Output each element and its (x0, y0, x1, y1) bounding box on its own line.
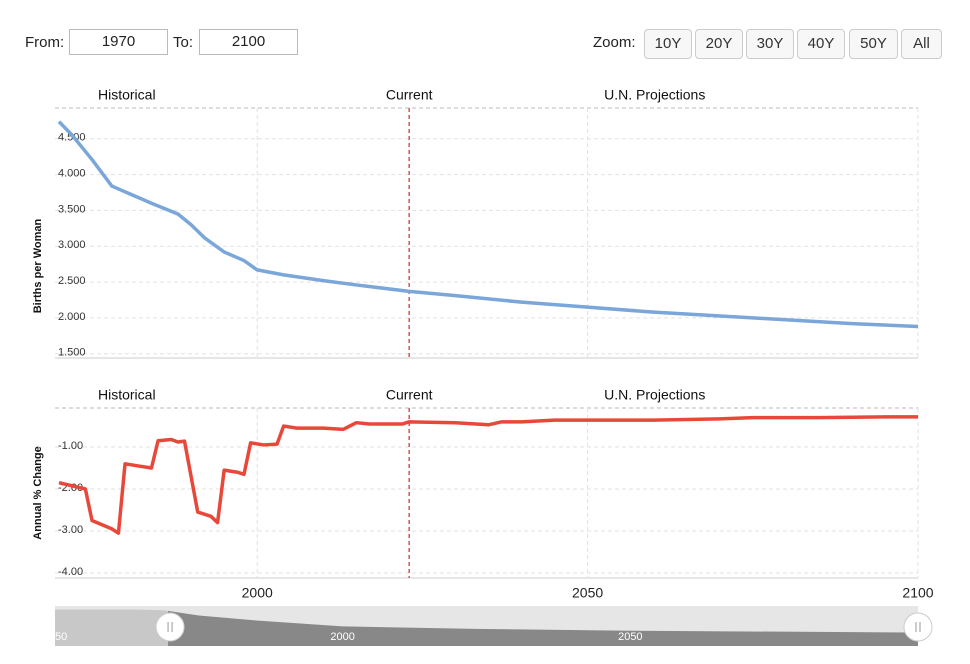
x-tick-label: 2050 (572, 585, 603, 601)
annotation: U.N. Projections (604, 387, 705, 403)
navigator-label: 2000 (330, 631, 354, 643)
annotation: Current (386, 87, 433, 103)
zoom-button[interactable]: 10Y (644, 29, 692, 59)
from-input[interactable]: 1970 (69, 29, 168, 55)
annotation: U.N. Projections (604, 87, 705, 103)
y-tick-label: -1.00 (58, 440, 83, 452)
y-tick-label: 4.000 (58, 168, 86, 180)
zoom-button[interactable]: 30Y (746, 29, 794, 59)
zoom-button[interactable]: All (901, 29, 942, 59)
navigator-handle[interactable] (155, 612, 185, 642)
y-tick-label: 3.000 (58, 239, 86, 251)
from-label: From: (25, 34, 65, 51)
navigator-area (168, 610, 918, 646)
annotation: Current (386, 387, 433, 403)
y-tick-label: 2.500 (58, 275, 86, 287)
y-tick-label: -3.00 (58, 524, 83, 536)
x-tick-label: 2100 (902, 585, 933, 601)
zoom-label: Zoom: (593, 34, 636, 51)
to-label: To: (173, 34, 194, 51)
to-input[interactable]: 2100 (199, 29, 298, 55)
annotation: Historical (98, 87, 156, 103)
navigator-handle[interactable] (903, 612, 933, 642)
navigator-area (55, 609, 168, 646)
zoom-button[interactable]: 20Y (695, 29, 743, 59)
navigator-label: 1950 (43, 631, 67, 643)
y-tick-label: -4.00 (58, 566, 83, 578)
y-tick-label: 1.500 (58, 347, 86, 359)
x-tick-label: 2000 (242, 585, 273, 601)
y-axis-label: Births per Woman (32, 218, 44, 313)
line-series (58, 415, 918, 535)
y-axis-label: Annual % Change (32, 446, 44, 540)
zoom-button[interactable]: 40Y (797, 29, 845, 59)
zoom-button[interactable]: 50Y (849, 29, 898, 59)
navigator-label: 2050 (618, 631, 642, 643)
y-tick-label: 2.000 (58, 311, 86, 323)
line-series (57, 120, 919, 329)
annotation: Historical (98, 387, 156, 403)
y-tick-label: 3.500 (58, 203, 86, 215)
